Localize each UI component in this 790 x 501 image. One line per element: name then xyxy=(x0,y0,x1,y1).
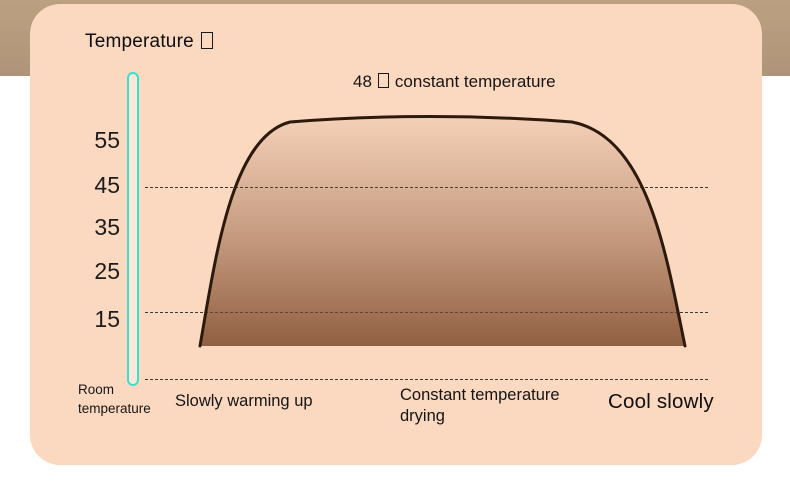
constant-temperature-annotation: 48 constant temperature xyxy=(353,72,556,92)
gridline-baseline xyxy=(145,379,708,380)
degree-celsius-missing-glyph-icon xyxy=(377,73,389,88)
y-axis-tick-45: 45 xyxy=(94,172,120,198)
temperature-chart-card: Temperature 48 constant temperature 55 45… xyxy=(30,4,762,465)
phase-label-cooling: Cool slowly xyxy=(608,390,714,413)
phase-label-drying: Constant temperature drying xyxy=(400,386,560,425)
phase-label-warmup: Slowly warming up xyxy=(175,392,313,410)
annotation-value: 48 xyxy=(353,72,372,91)
y-axis-tick-55: 55 xyxy=(94,127,120,153)
y-axis-tick-35: 35 xyxy=(94,214,120,240)
temperature-curve xyxy=(198,115,687,348)
temperature-curve-fill xyxy=(200,116,685,346)
room-temperature-label: Room temperature xyxy=(78,382,151,416)
y-axis-tick-25: 25 xyxy=(94,258,120,284)
temperature-curve-stroke xyxy=(198,115,687,348)
annotation-text: constant temperature xyxy=(394,72,556,91)
degree-celsius-missing-glyph-icon xyxy=(200,32,213,49)
chart-title-text: Temperature xyxy=(85,31,194,52)
thermometer-axis-icon xyxy=(127,72,139,386)
y-axis-tick-15: 15 xyxy=(94,306,120,332)
chart-title: Temperature xyxy=(85,31,215,53)
